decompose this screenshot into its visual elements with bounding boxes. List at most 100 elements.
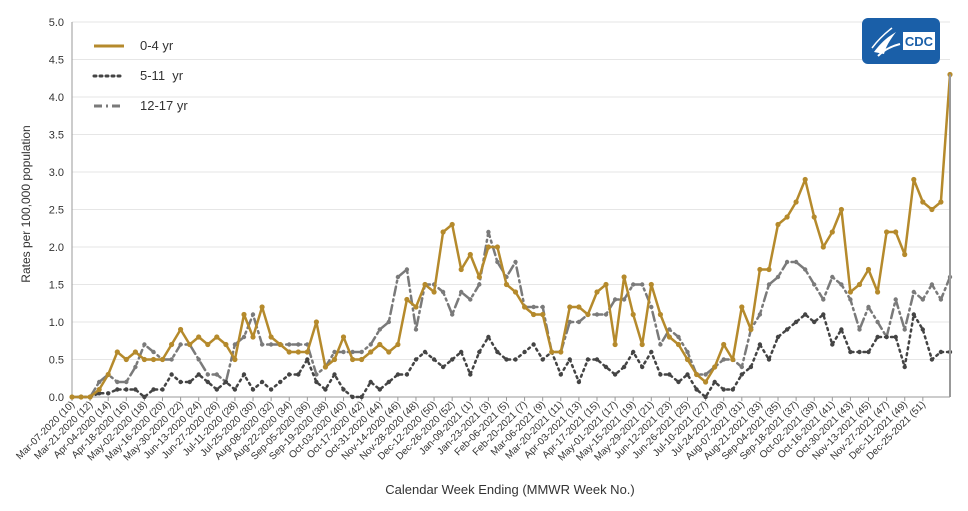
data-point[interactable] — [196, 357, 201, 362]
data-point[interactable] — [830, 274, 835, 280]
data-point[interactable] — [278, 379, 283, 385]
data-point[interactable] — [911, 289, 916, 295]
data-point[interactable] — [323, 387, 328, 392]
data-point[interactable] — [124, 379, 129, 385]
data-point[interactable] — [793, 199, 799, 205]
data-point[interactable] — [413, 357, 419, 362]
data-point[interactable] — [141, 356, 147, 363]
data-point[interactable] — [322, 364, 328, 370]
data-point[interactable] — [250, 334, 256, 340]
data-point[interactable] — [739, 364, 744, 370]
data-point[interactable] — [341, 349, 346, 355]
data-point[interactable] — [594, 357, 600, 362]
data-point[interactable] — [97, 379, 102, 385]
data-point[interactable] — [594, 312, 600, 317]
data-point[interactable] — [803, 267, 808, 272]
data-point[interactable] — [938, 297, 944, 302]
data-point[interactable] — [612, 341, 618, 348]
data-point[interactable] — [730, 387, 735, 392]
data-point[interactable] — [694, 387, 699, 392]
data-point[interactable] — [287, 342, 292, 347]
data-point[interactable] — [332, 372, 337, 377]
data-point[interactable] — [775, 274, 781, 280]
data-point[interactable] — [911, 176, 917, 183]
data-point[interactable] — [884, 334, 889, 340]
data-point[interactable] — [938, 349, 944, 355]
data-point[interactable] — [676, 334, 681, 340]
data-point[interactable] — [223, 341, 229, 348]
data-point[interactable] — [531, 342, 536, 347]
data-point[interactable] — [766, 266, 772, 273]
data-point[interactable] — [468, 372, 473, 377]
data-point[interactable] — [368, 349, 374, 355]
data-point[interactable] — [359, 356, 365, 363]
data-point[interactable] — [105, 371, 111, 378]
data-point[interactable] — [603, 364, 609, 370]
data-point[interactable] — [331, 356, 338, 363]
data-point[interactable] — [133, 364, 138, 370]
data-point[interactable] — [875, 319, 880, 325]
data-point[interactable] — [549, 349, 555, 355]
data-point[interactable] — [69, 394, 75, 400]
data-point[interactable] — [214, 387, 219, 392]
data-point[interactable] — [459, 289, 464, 295]
data-point[interactable] — [866, 349, 871, 355]
data-point[interactable] — [911, 312, 916, 317]
data-point[interactable] — [268, 342, 274, 347]
data-point[interactable] — [558, 349, 564, 355]
data-point[interactable] — [132, 349, 138, 355]
data-point[interactable] — [422, 349, 428, 355]
data-point[interactable] — [341, 387, 346, 392]
data-point[interactable] — [495, 349, 500, 355]
data-point[interactable] — [748, 326, 754, 333]
data-point[interactable] — [522, 304, 528, 310]
data-point[interactable] — [205, 372, 210, 377]
data-point[interactable] — [766, 282, 772, 287]
data-point[interactable] — [667, 372, 672, 377]
data-point[interactable] — [902, 364, 907, 370]
data-point[interactable] — [848, 297, 853, 302]
data-point[interactable] — [512, 289, 519, 295]
data-point[interactable] — [920, 327, 925, 332]
data-point[interactable] — [142, 394, 147, 400]
data-point[interactable] — [603, 281, 609, 288]
data-point[interactable] — [684, 356, 691, 363]
data-point[interactable] — [296, 342, 301, 347]
data-point[interactable] — [259, 379, 265, 385]
data-point[interactable] — [712, 364, 718, 370]
data-point[interactable] — [567, 304, 573, 310]
data-point[interactable] — [703, 372, 708, 377]
data-point[interactable] — [169, 357, 174, 362]
data-point[interactable] — [875, 334, 880, 340]
data-point[interactable] — [757, 312, 763, 317]
data-point[interactable] — [440, 229, 446, 235]
data-point[interactable] — [395, 372, 401, 377]
data-point[interactable] — [866, 304, 871, 310]
data-point[interactable] — [666, 334, 673, 340]
data-point[interactable] — [160, 387, 165, 392]
data-point[interactable] — [124, 387, 129, 392]
data-point[interactable] — [775, 334, 781, 340]
data-point[interactable] — [631, 349, 636, 355]
data-point[interactable] — [856, 281, 863, 288]
data-point[interactable] — [929, 357, 935, 362]
data-point[interactable] — [757, 266, 763, 273]
data-point[interactable] — [540, 311, 546, 318]
data-point[interactable] — [576, 379, 582, 385]
data-point[interactable] — [395, 341, 401, 348]
data-point[interactable] — [205, 379, 210, 385]
data-point[interactable] — [920, 297, 925, 302]
data-point[interactable] — [467, 251, 473, 258]
data-point[interactable] — [241, 334, 247, 340]
data-point[interactable] — [821, 297, 826, 302]
data-point[interactable] — [531, 311, 537, 318]
data-point[interactable] — [377, 387, 382, 392]
data-point[interactable] — [649, 304, 654, 310]
data-point[interactable] — [114, 349, 120, 355]
data-point[interactable] — [821, 312, 826, 317]
data-point[interactable] — [313, 319, 319, 325]
data-point[interactable] — [404, 296, 410, 303]
data-point[interactable] — [96, 386, 102, 393]
data-point[interactable] — [123, 356, 129, 363]
data-point[interactable] — [649, 349, 654, 355]
